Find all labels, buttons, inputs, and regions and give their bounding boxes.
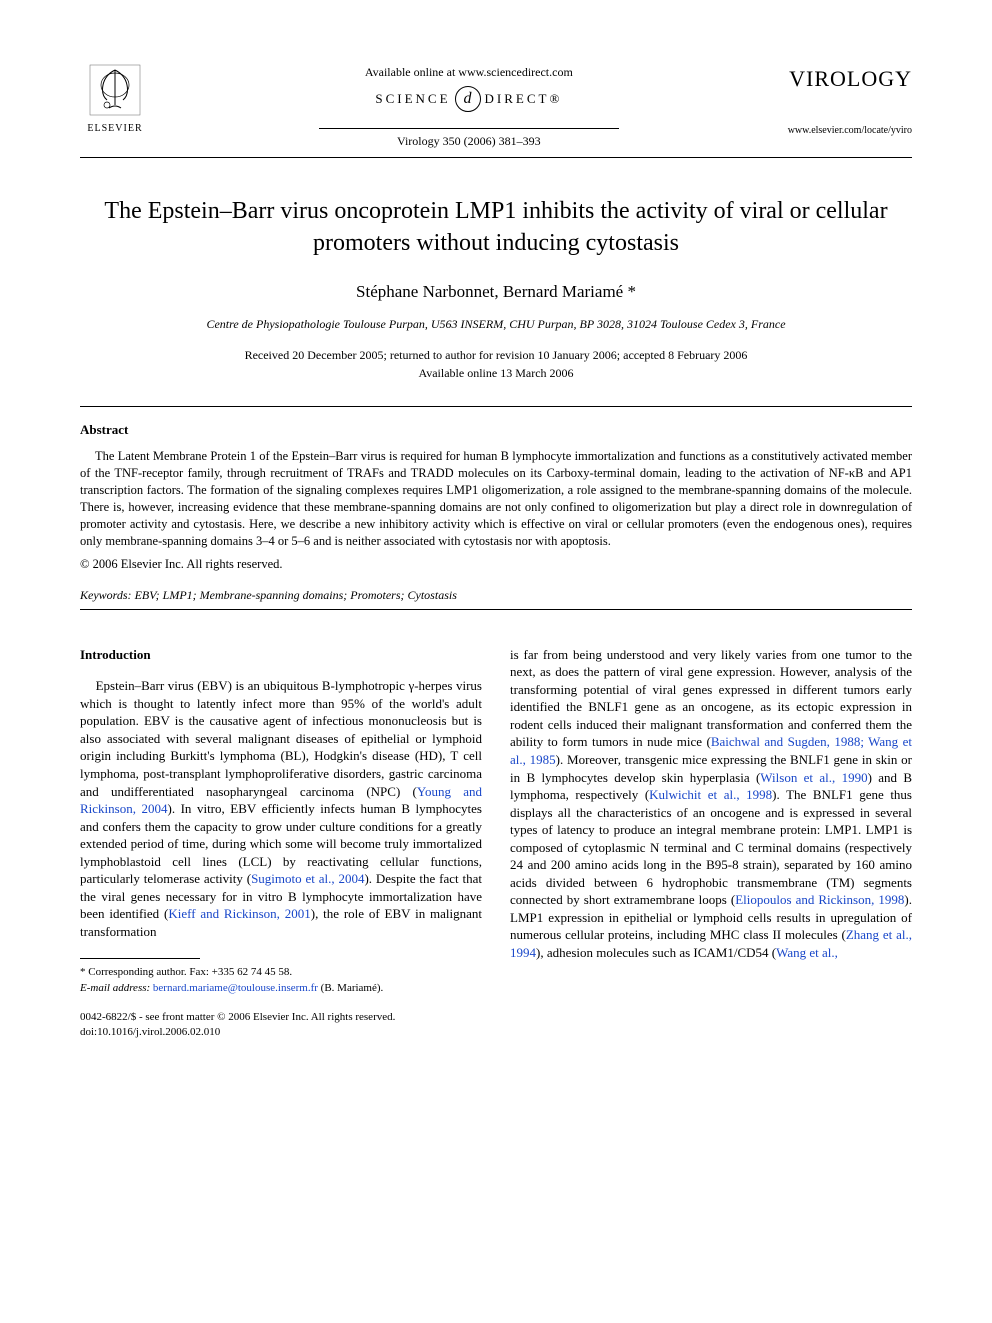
email-suffix: (B. Mariamé). xyxy=(318,982,383,994)
abstract-bottom-rule xyxy=(80,609,912,610)
doi-line: doi:10.1016/j.virol.2006.02.010 xyxy=(80,1025,912,1040)
intro-text-2d: ). The BNLF1 gene thus displays all the … xyxy=(510,787,912,907)
citation-wilson-1990[interactable]: Wilson et al., 1990 xyxy=(760,770,867,785)
keywords-text: EBV; LMP1; Membrane-spanning domains; Pr… xyxy=(132,588,457,602)
intro-text-2f: ), adhesion molecules such as ICAM1/CD54… xyxy=(536,945,776,960)
column-left: Introduction Epstein–Barr virus (EBV) is… xyxy=(80,646,482,997)
elsevier-logo: ELSEVIER xyxy=(80,60,150,140)
abstract-copyright: © 2006 Elsevier Inc. All rights reserved… xyxy=(80,556,912,573)
citation-sugimoto-2004[interactable]: Sugimoto et al., 2004 xyxy=(251,871,364,886)
author-email-link[interactable]: bernard.mariame@toulouse.inserm.fr xyxy=(153,982,318,994)
column-right: is far from being understood and very li… xyxy=(510,646,912,997)
front-matter-line: 0042-6822/$ - see front matter © 2006 El… xyxy=(80,1010,912,1025)
journal-brand-box: VIROLOGY www.elsevier.com/locate/yviro xyxy=(788,60,912,137)
article-dates: Received 20 December 2005; returned to a… xyxy=(80,346,912,382)
footnote-separator xyxy=(80,958,200,959)
sd-text-right: DIRECT® xyxy=(485,90,563,108)
keywords-label: Keywords: xyxy=(80,588,132,602)
journal-name: VIROLOGY xyxy=(788,64,912,94)
abstract-text: The Latent Membrane Protein 1 of the Eps… xyxy=(80,448,912,549)
email-label: E-mail address: xyxy=(80,982,150,994)
elsevier-tree-icon xyxy=(85,60,145,120)
sd-symbol-icon: d xyxy=(455,86,481,112)
sciencedirect-logo: SCIENCE d DIRECT® xyxy=(375,86,562,112)
available-online-line: Available online 13 March 2006 xyxy=(80,364,912,382)
affiliation: Centre de Physiopathologie Toulouse Purp… xyxy=(80,316,912,332)
citation-kieff-rickinson-2001[interactable]: Kieff and Rickinson, 2001 xyxy=(168,906,310,921)
intro-paragraph-2: is far from being understood and very li… xyxy=(510,646,912,962)
body-columns: Introduction Epstein–Barr virus (EBV) is… xyxy=(80,646,912,997)
page-header: ELSEVIER Available online at www.science… xyxy=(80,60,912,149)
intro-text-1a: Epstein–Barr virus (EBV) is an ubiquitou… xyxy=(80,678,482,798)
abstract-heading: Abstract xyxy=(80,421,912,439)
citation-wang[interactable]: Wang et al., xyxy=(776,945,838,960)
citation-kulwichit-1998[interactable]: Kulwichit et al., 1998 xyxy=(649,787,772,802)
introduction-heading: Introduction xyxy=(80,646,482,664)
available-online-text: Available online at www.sciencedirect.co… xyxy=(150,64,788,80)
email-footnote: E-mail address: bernard.mariame@toulouse… xyxy=(80,981,482,996)
received-accepted-line: Received 20 December 2005; returned to a… xyxy=(80,346,912,364)
citation-eliopoulos-rickinson-1998[interactable]: Eliopoulos and Rickinson, 1998 xyxy=(735,892,904,907)
header-rule xyxy=(319,128,619,129)
journal-reference: Virology 350 (2006) 381–393 xyxy=(150,133,788,149)
keywords-line: Keywords: EBV; LMP1; Membrane-spanning d… xyxy=(80,587,912,603)
intro-paragraph-1: Epstein–Barr virus (EBV) is an ubiquitou… xyxy=(80,677,482,940)
header-center: Available online at www.sciencedirect.co… xyxy=(150,60,788,149)
abstract-top-rule xyxy=(80,406,912,407)
sd-text-left: SCIENCE xyxy=(375,90,450,108)
header-underline xyxy=(80,157,912,158)
corresponding-author-footnote: * Corresponding author. Fax: +335 62 74 … xyxy=(80,965,482,980)
authors: Stéphane Narbonnet, Bernard Mariamé * xyxy=(80,281,912,304)
journal-locate-url: www.elsevier.com/locate/yviro xyxy=(788,124,912,138)
article-title: The Epstein–Barr virus oncoprotein LMP1 … xyxy=(80,196,912,258)
publisher-name: ELSEVIER xyxy=(87,122,142,136)
